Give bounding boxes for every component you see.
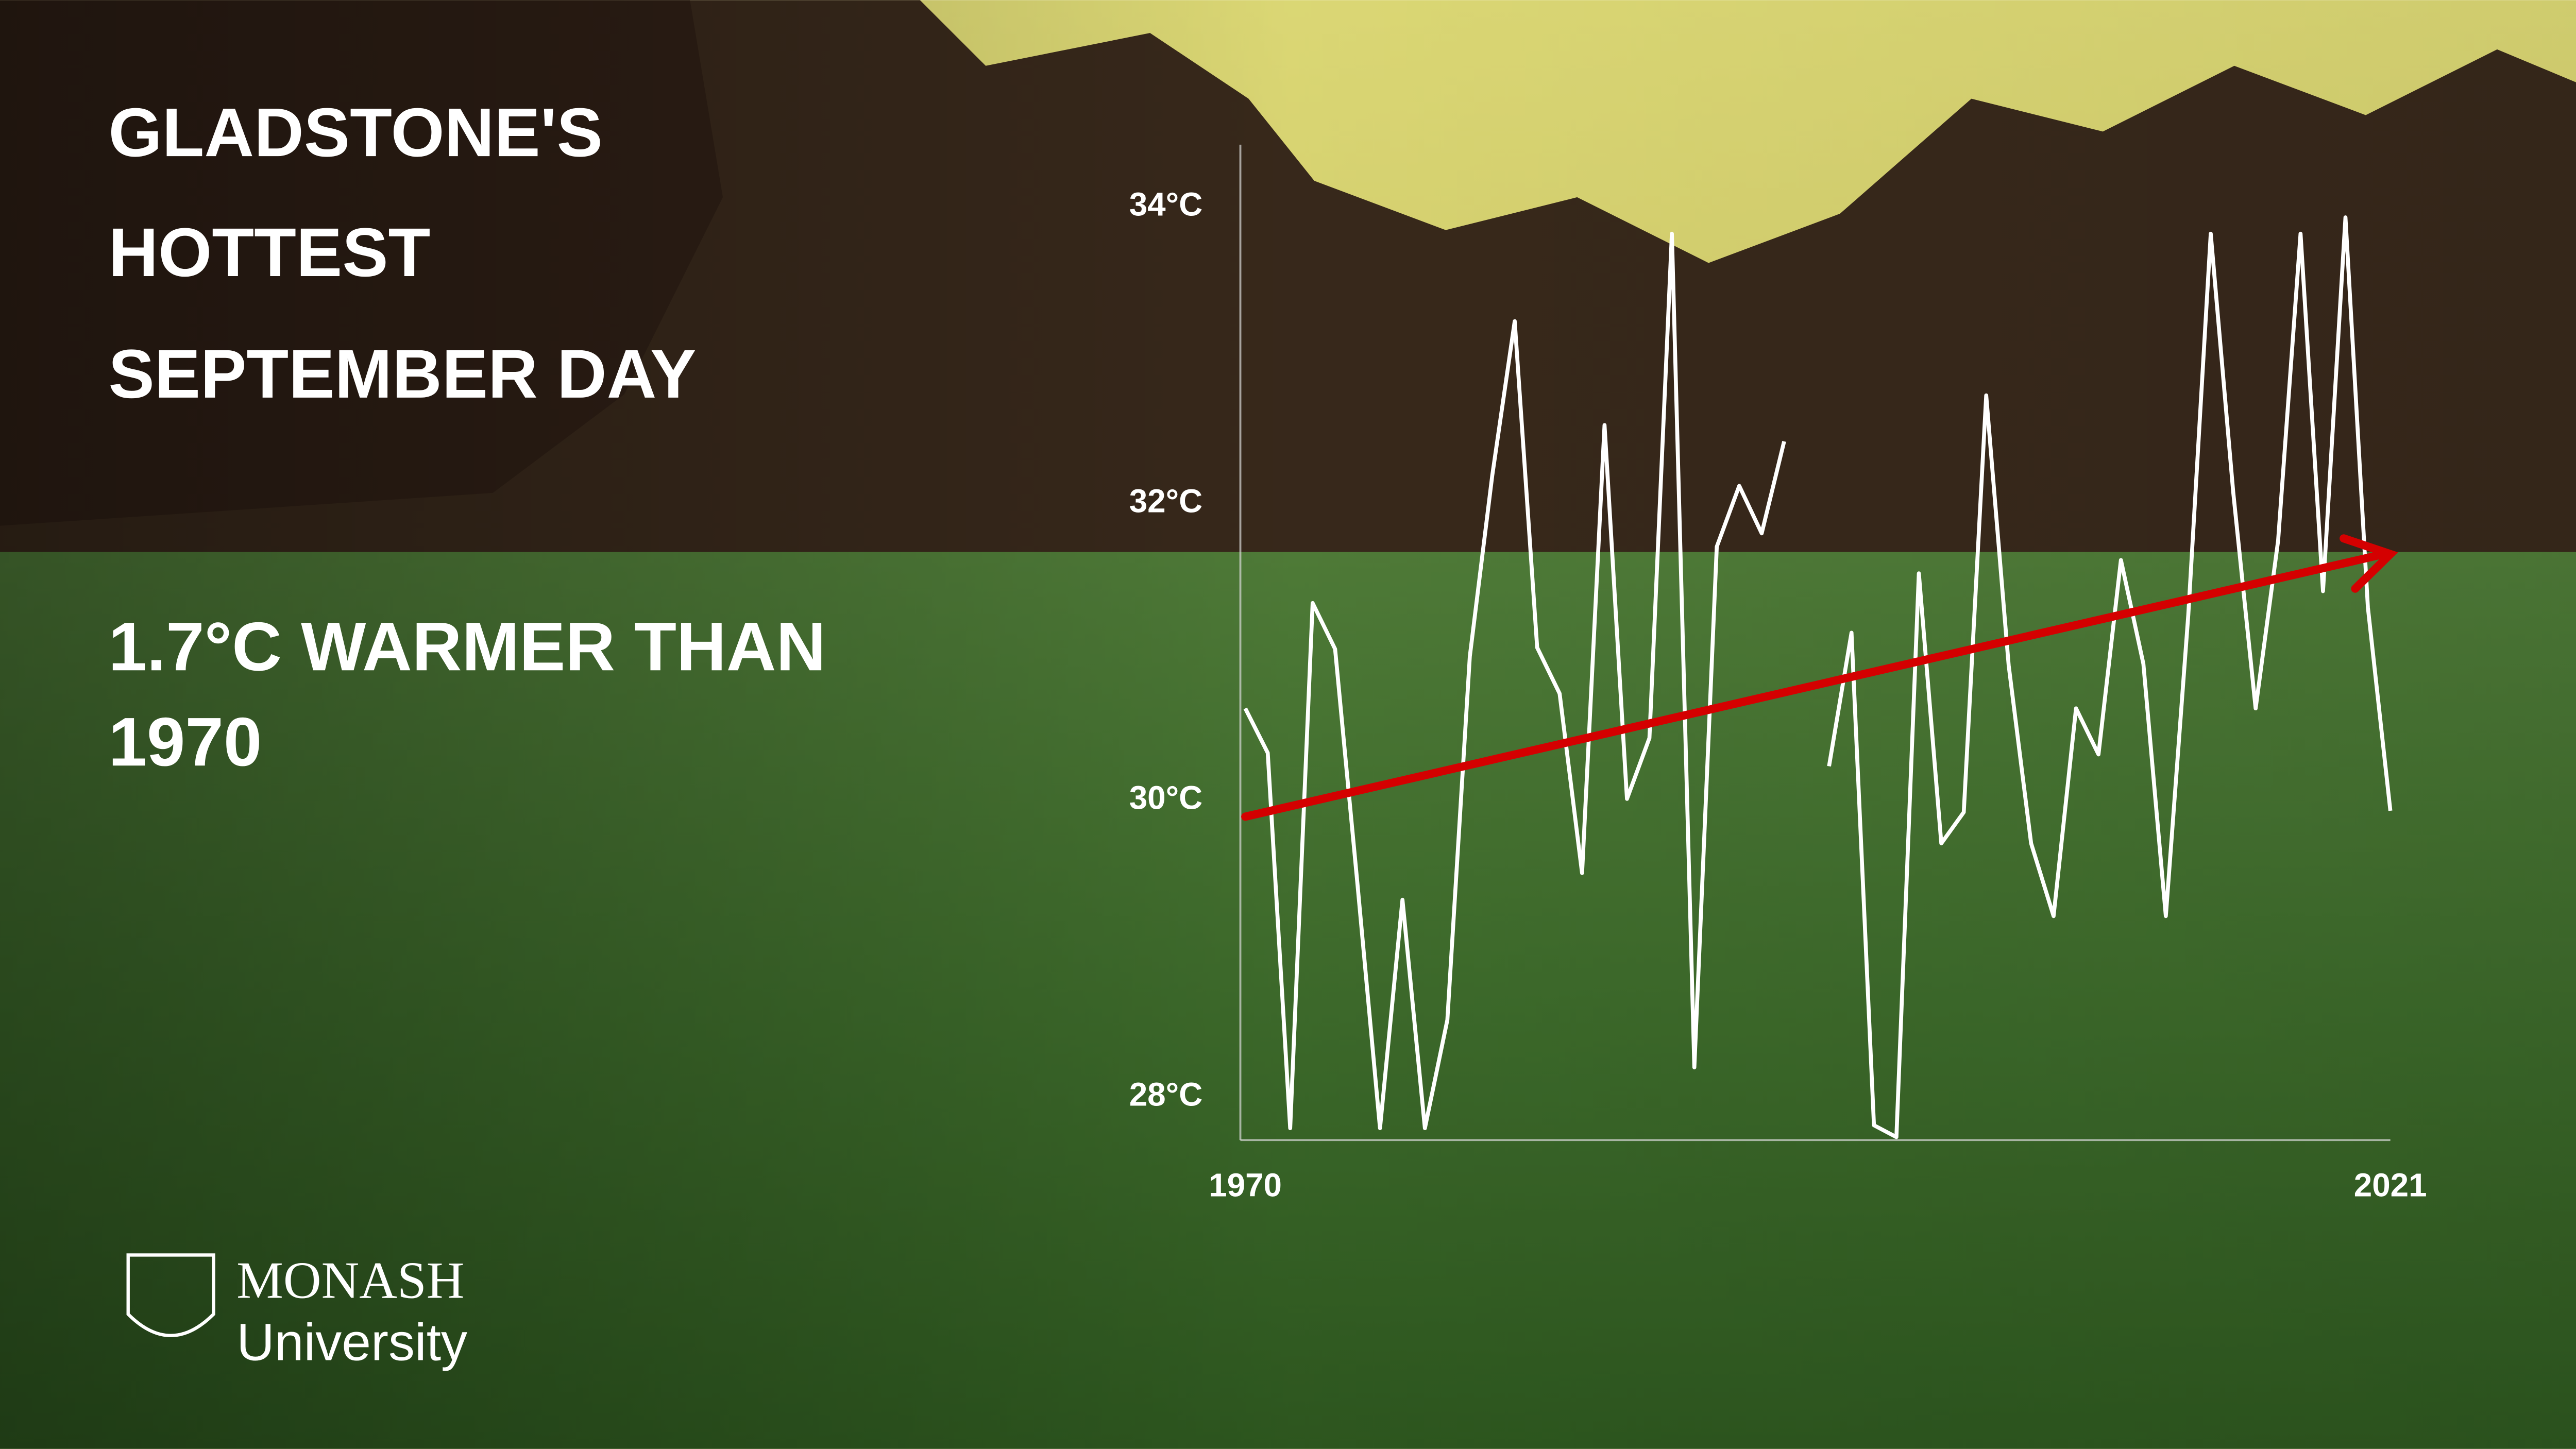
y-tick-label: 28°C [1129,1076,1202,1113]
x-tick-label: 2021 [2354,1167,2427,1204]
logo-crest [126,1253,215,1337]
trend-line [1241,550,2388,821]
x-tick-label: 1970 [1209,1167,1282,1204]
trend-arrowhead [2340,534,2398,593]
title-line: SEPTEMBER DAY [108,336,696,413]
logo-name: MONASH [236,1251,464,1309]
y-tick-label: 32°C [1129,483,1202,520]
logo: MONASH University [126,1251,467,1372]
title-line: GLADSTONE'S [108,94,602,171]
y-tick-label: 34°C [1129,186,1202,223]
logo-subname: University [236,1313,467,1372]
temperature-line [1243,215,2393,1139]
y-tick-label: 30°C [1129,779,1202,816]
subtitle-line: 1.7°C WARMER THAN [108,608,826,685]
title-line: HOTTEST [108,214,430,291]
subtitle-line: 1970 [108,704,262,780]
